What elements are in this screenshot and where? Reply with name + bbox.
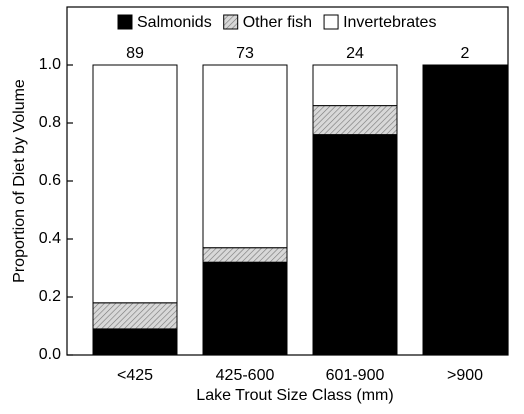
x-tick-label: 601-900 [326,367,385,384]
y-tick-label: 0.8 [39,114,61,131]
bar-segment [92,64,178,304]
y-tick-label: 0.2 [39,288,61,305]
bar-segment [422,64,508,356]
bar-segment [92,328,178,356]
bar-segment [202,64,288,249]
y-tick-label: 0.4 [39,230,61,247]
annotation: 73 [236,45,254,62]
legend-label: Other fish [243,14,312,31]
annotation: 24 [346,45,364,62]
y-tick-label: 0.6 [39,172,61,189]
x-tick-label: 425-600 [216,367,275,384]
x-axis-label: Lake Trout Size Class (mm) [196,387,393,404]
annotation: 89 [126,45,144,62]
bar-segment [202,247,288,263]
legend-swatch [323,14,339,30]
bar-segment [312,64,398,107]
x-tick-label: <425 [117,367,153,384]
legend-swatch [117,14,133,30]
legend-label: Salmonids [137,14,212,31]
bar-segment [312,105,398,136]
y-axis-label: Proportion of Diet by Volume [11,79,28,283]
x-tick-label: >900 [447,367,483,384]
y-tick-label: 1.0 [39,56,61,73]
bar-segment [92,302,178,330]
legend-swatch [223,14,239,30]
y-tick-label: 0.0 [39,346,61,363]
bar-segment [312,134,398,356]
legend-label: Invertebrates [343,14,436,31]
bar-segment [202,261,288,356]
annotation: 2 [461,45,470,62]
